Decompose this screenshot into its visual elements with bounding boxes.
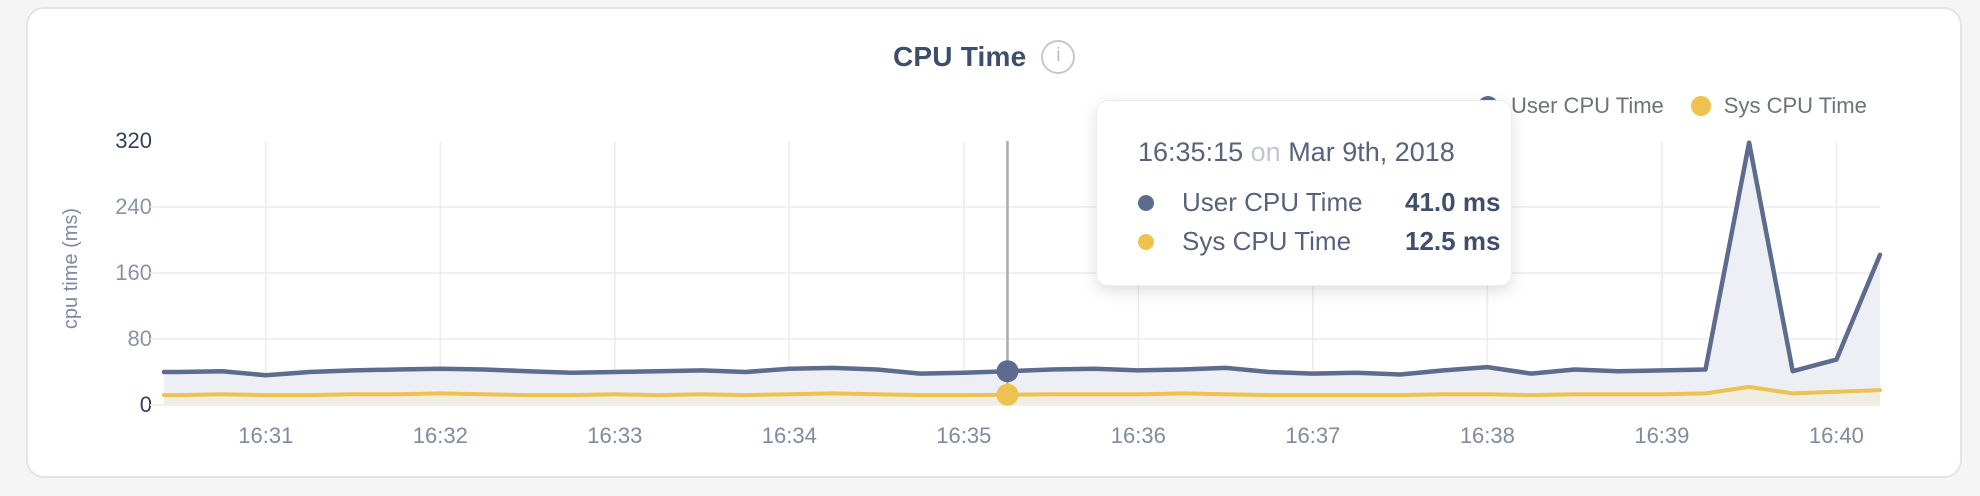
tooltip-connector: on bbox=[1250, 137, 1281, 167]
info-icon[interactable]: i bbox=[1041, 40, 1076, 74]
chart-title: CPU Time bbox=[893, 41, 1027, 72]
y-axis-title: cpu time (ms) bbox=[60, 207, 82, 330]
legend: User CPU Time Sys CPU Time bbox=[1478, 93, 1867, 119]
chart-card bbox=[26, 7, 1962, 478]
tooltip-header: 16:35:15 on Mar 9th, 2018 bbox=[1138, 137, 1511, 168]
user-series-dot-icon bbox=[1138, 194, 1154, 211]
legend-item-sys-cpu-time[interactable]: Sys CPU Time bbox=[1690, 93, 1867, 119]
tooltip-series-row: Sys CPU Time 12.5 ms bbox=[1138, 222, 1511, 261]
chart-tooltip: 16:35:15 on Mar 9th, 2018 User CPU Time … bbox=[1096, 100, 1512, 286]
tooltip-series-value: 41.0 ms bbox=[1405, 187, 1501, 217]
tooltip-series-row: User CPU Time 41.0 ms bbox=[1138, 183, 1511, 222]
chart-header: CPU Time i bbox=[893, 40, 1076, 74]
tooltip-date: Mar 9th, 2018 bbox=[1288, 137, 1455, 167]
legend-label: User CPU Time bbox=[1511, 93, 1664, 118]
tooltip-series-label: User CPU Time bbox=[1182, 187, 1363, 217]
legend-label: Sys CPU Time bbox=[1723, 93, 1867, 118]
tooltip-series-value: 12.5 ms bbox=[1405, 226, 1501, 256]
sys-series-dot-icon bbox=[1138, 233, 1154, 250]
tooltip-series-label: Sys CPU Time bbox=[1182, 226, 1352, 256]
sys-series-dot-icon bbox=[1690, 96, 1711, 116]
tooltip-time: 16:35:15 bbox=[1138, 137, 1244, 167]
